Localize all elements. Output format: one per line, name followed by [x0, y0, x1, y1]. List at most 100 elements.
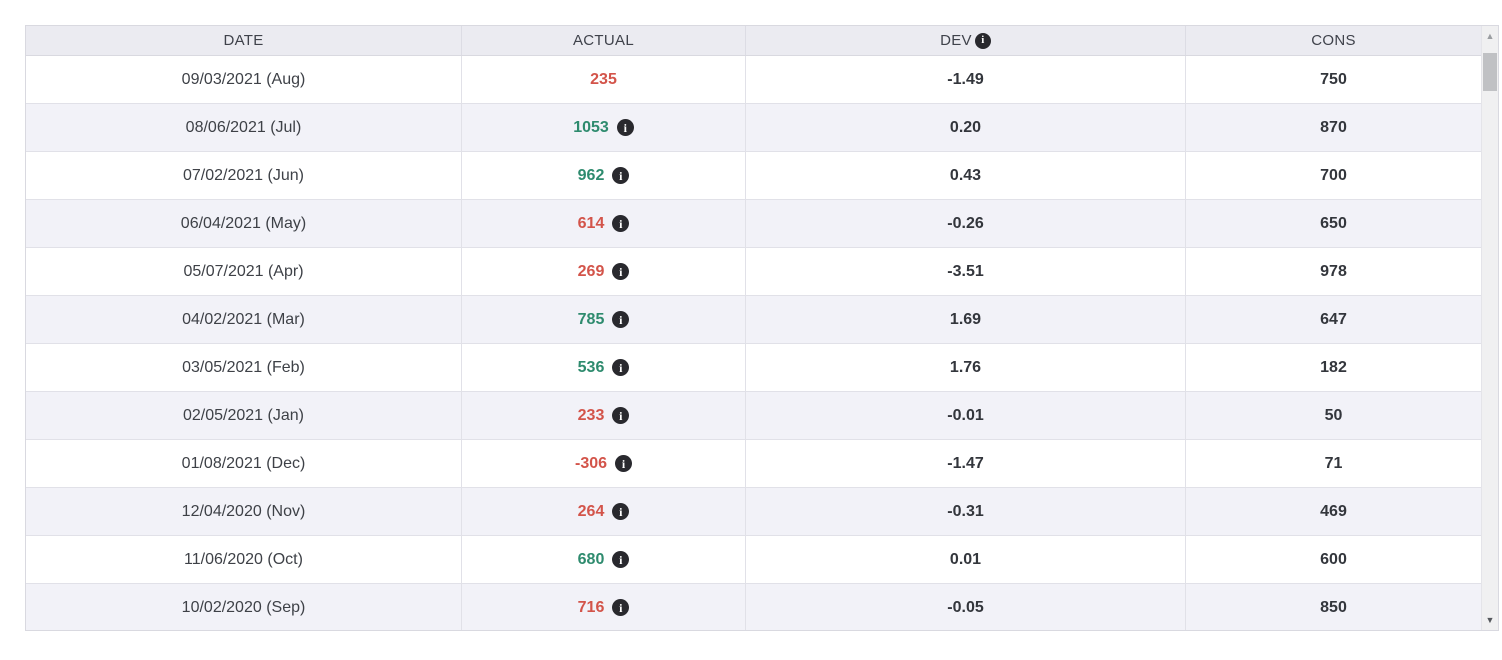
cell-cons: 978 — [1320, 262, 1347, 280]
cell-date: 08/06/2021 (Jul) — [26, 104, 462, 151]
cell-actual: 264 i — [462, 488, 746, 535]
cell-dev: 0.01 — [746, 536, 1186, 583]
cell-date: 02/05/2021 (Jan) — [26, 392, 462, 439]
cell-dev: -0.05 — [746, 584, 1186, 630]
table-header-row: DATE ACTUAL DEV i CONS — [26, 26, 1481, 56]
table-row: 11/06/2020 (Oct) 680 i 0.01 600 — [26, 536, 1481, 584]
info-icon[interactable]: i — [612, 311, 630, 328]
info-icon[interactable]: i — [612, 503, 630, 520]
cell-dev: -1.47 — [746, 440, 1186, 487]
info-icon[interactable]: i — [612, 599, 630, 616]
cell-cons: 750 — [1320, 70, 1347, 88]
info-icon[interactable]: i — [612, 263, 630, 280]
cell-dev: -3.51 — [746, 248, 1186, 295]
column-header-actual-label: ACTUAL — [573, 32, 634, 49]
cell-dev: 0.43 — [746, 152, 1186, 199]
cell-actual: 269 i — [462, 248, 746, 295]
info-icon[interactable]: i — [612, 551, 630, 568]
table-row: 05/07/2021 (Apr) 269 i -3.51 978 — [26, 248, 1481, 296]
cell-cons: 600 — [1320, 550, 1347, 568]
cell-date: 01/08/2021 (Dec) — [26, 440, 462, 487]
actual-value: 962 — [577, 166, 605, 184]
info-icon[interactable]: i — [612, 359, 630, 376]
column-header-dev-label: DEV — [940, 32, 972, 49]
cell-cons: 870 — [1320, 118, 1347, 136]
cell-cons: 469 — [1320, 502, 1347, 520]
actual-value: 785 — [577, 310, 605, 328]
cell-actual: 536 i — [462, 344, 746, 391]
actual-value: 680 — [577, 550, 605, 568]
cell-date: 04/02/2021 (Mar) — [26, 296, 462, 343]
table-row: 01/08/2021 (Dec) -306 i -1.47 71 — [26, 440, 1481, 488]
cell-actual: 680 i — [462, 536, 746, 583]
cell-dev: -0.01 — [746, 392, 1186, 439]
history-table: DATE ACTUAL DEV i CONS 09/03/2021 (Aug) … — [25, 25, 1499, 631]
cell-cons: 50 — [1324, 406, 1343, 424]
cell-dev: -0.26 — [746, 200, 1186, 247]
column-header-date-label: DATE — [223, 32, 264, 49]
cell-cons: 850 — [1320, 598, 1347, 616]
cell-actual: 235 — [462, 56, 746, 103]
table-row: 02/05/2021 (Jan) 233 i -0.01 50 — [26, 392, 1481, 440]
cell-cons: 71 — [1324, 454, 1343, 472]
cell-actual: 1053 i — [462, 104, 746, 151]
actual-value: 536 — [577, 358, 605, 376]
cell-date: 10/02/2020 (Sep) — [26, 584, 462, 630]
scrollbar-thumb[interactable] — [1483, 53, 1497, 91]
info-icon[interactable]: i — [612, 215, 630, 232]
cell-cons: 647 — [1320, 310, 1347, 328]
table-row: 03/05/2021 (Feb) 536 i 1.76 182 — [26, 344, 1481, 392]
actual-value: -306 — [574, 454, 608, 472]
column-header-date: DATE — [26, 26, 462, 55]
actual-value: 269 — [577, 262, 605, 280]
table-row: 04/02/2021 (Mar) 785 i 1.69 647 — [26, 296, 1481, 344]
table-body: 09/03/2021 (Aug) 235 -1.49 750 08/06/202… — [26, 56, 1481, 630]
cell-actual: 785 i — [462, 296, 746, 343]
cell-dev: -1.49 — [746, 56, 1186, 103]
cell-actual: -306 i — [462, 440, 746, 487]
cell-date: 05/07/2021 (Apr) — [26, 248, 462, 295]
table-row: 06/04/2021 (May) 614 i -0.26 650 — [26, 200, 1481, 248]
actual-value: 614 — [577, 214, 605, 232]
table-row: 09/03/2021 (Aug) 235 -1.49 750 — [26, 56, 1481, 104]
cell-cons: 700 — [1320, 166, 1347, 184]
cell-date: 09/03/2021 (Aug) — [26, 56, 462, 103]
column-header-cons-label: CONS — [1311, 32, 1356, 49]
cell-dev: 1.76 — [746, 344, 1186, 391]
info-icon[interactable]: i — [612, 167, 630, 184]
info-icon[interactable]: i — [615, 455, 633, 472]
cell-actual: 962 i — [462, 152, 746, 199]
actual-value: 1053 — [573, 118, 609, 136]
table-row: 10/02/2020 (Sep) 716 i -0.05 850 — [26, 584, 1481, 630]
column-header-dev: DEV i — [746, 26, 1186, 55]
cell-date: 11/06/2020 (Oct) — [26, 536, 462, 583]
column-header-cons: CONS — [1186, 26, 1481, 55]
table-row: 12/04/2020 (Nov) 264 i -0.31 469 — [26, 488, 1481, 536]
table-row: 07/02/2021 (Jun) 962 i 0.43 700 — [26, 152, 1481, 200]
cell-actual: 233 i — [462, 392, 746, 439]
cell-date: 12/04/2020 (Nov) — [26, 488, 462, 535]
column-header-actual: ACTUAL — [462, 26, 746, 55]
dev-info-icon[interactable]: i — [974, 32, 991, 49]
cell-actual: 614 i — [462, 200, 746, 247]
cell-actual: 716 i — [462, 584, 746, 630]
table-row: 08/06/2021 (Jul) 1053 i 0.20 870 — [26, 104, 1481, 152]
info-icon[interactable]: i — [616, 119, 634, 136]
actual-value: 716 — [577, 598, 605, 616]
cell-dev: 0.20 — [746, 104, 1186, 151]
cell-dev: 1.69 — [746, 296, 1186, 343]
cell-date: 06/04/2021 (May) — [26, 200, 462, 247]
cell-date: 03/05/2021 (Feb) — [26, 344, 462, 391]
cell-cons: 650 — [1320, 214, 1347, 232]
info-icon[interactable]: i — [612, 407, 630, 424]
actual-value: 233 — [577, 406, 605, 424]
actual-value: 264 — [577, 502, 605, 520]
vertical-scrollbar[interactable]: ▲ ▼ — [1481, 26, 1498, 630]
scrollbar-down-arrow-icon[interactable]: ▼ — [1485, 615, 1495, 625]
cell-date: 07/02/2021 (Jun) — [26, 152, 462, 199]
table-grid: DATE ACTUAL DEV i CONS 09/03/2021 (Aug) … — [26, 26, 1481, 630]
scrollbar-up-arrow-icon[interactable]: ▲ — [1485, 31, 1495, 41]
cell-cons: 182 — [1320, 358, 1347, 376]
cell-dev: -0.31 — [746, 488, 1186, 535]
actual-value: 235 — [590, 70, 617, 88]
